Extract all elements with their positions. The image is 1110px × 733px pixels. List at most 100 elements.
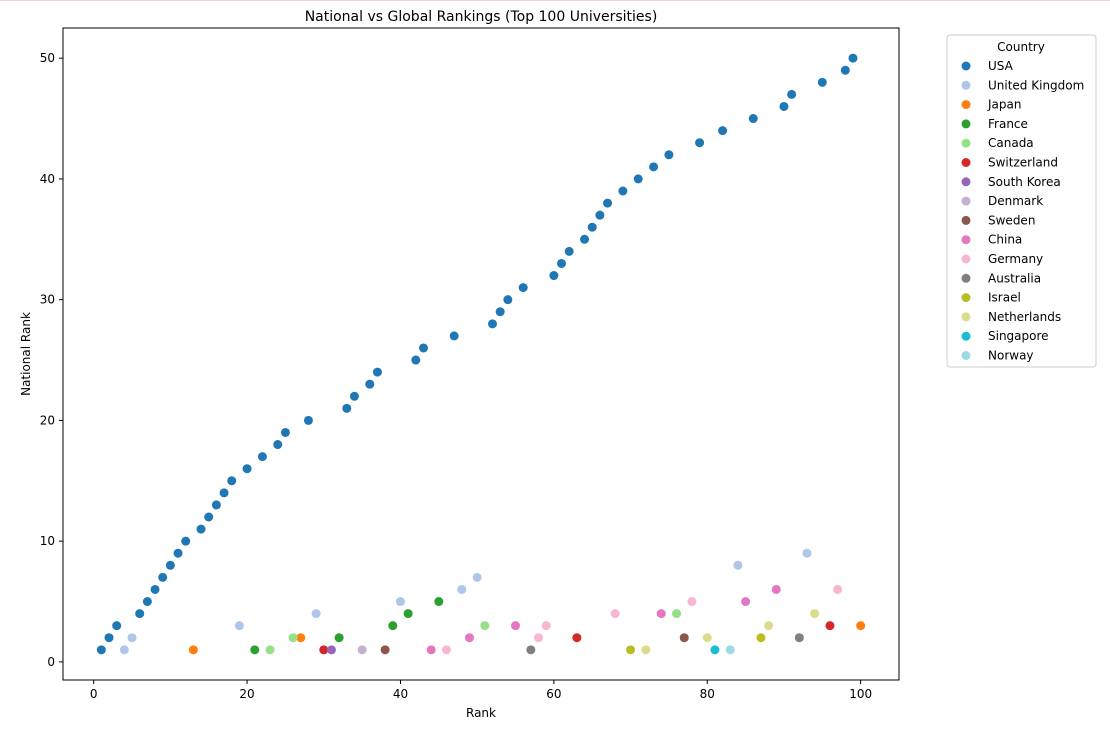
legend-entry: Denmark	[988, 194, 1043, 208]
legend-entry: Canada	[988, 136, 1034, 150]
data-point	[158, 572, 168, 582]
data-point	[664, 150, 674, 160]
legend-entry: Germany	[988, 252, 1043, 266]
x-tick-label: 40	[393, 687, 408, 701]
data-point	[234, 621, 244, 631]
data-point	[572, 633, 582, 643]
legend-entry: Netherlands	[988, 310, 1061, 324]
data-point	[319, 645, 329, 655]
data-point	[718, 126, 728, 136]
data-point	[181, 536, 191, 546]
data-point	[495, 307, 505, 317]
data-point	[365, 379, 375, 389]
y-tick-label: 50	[40, 51, 55, 65]
data-point	[150, 584, 160, 594]
chart-title: National vs Global Rankings (Top 100 Uni…	[305, 9, 658, 25]
legend-marker	[961, 215, 971, 225]
data-point	[672, 609, 682, 619]
legend-marker	[961, 61, 971, 71]
data-point	[119, 645, 129, 655]
data-point	[518, 283, 528, 293]
data-point	[165, 560, 175, 570]
data-point	[457, 584, 467, 594]
legend-box	[946, 34, 1097, 368]
data-point	[303, 415, 313, 425]
data-point	[250, 645, 260, 655]
data-point	[526, 645, 536, 655]
data-point	[104, 633, 114, 643]
data-point	[173, 548, 183, 558]
y-tick-label: 10	[40, 534, 55, 548]
data-point	[426, 645, 436, 655]
x-tick-label: 80	[700, 687, 715, 701]
data-point	[710, 645, 720, 655]
data-point	[833, 584, 843, 594]
data-point	[273, 440, 283, 450]
data-points	[96, 53, 866, 655]
legend-entry: Israel	[988, 291, 1021, 305]
legend-marker	[961, 138, 971, 148]
data-point	[741, 597, 751, 607]
data-point	[135, 609, 145, 619]
data-point	[280, 427, 290, 437]
legend-marker	[961, 312, 971, 322]
data-point	[656, 609, 666, 619]
legend-entry: South Korea	[988, 175, 1061, 189]
x-axis: 0 20 40 60 80 100	[90, 680, 872, 701]
data-point	[441, 645, 451, 655]
data-point	[725, 645, 735, 655]
legend-entry: Norway	[988, 349, 1034, 363]
data-point	[549, 271, 559, 281]
data-point	[227, 476, 237, 486]
data-point	[142, 597, 152, 607]
x-tick-label: 20	[239, 687, 254, 701]
data-point	[395, 597, 405, 607]
x-tick-label: 100	[849, 687, 872, 701]
legend-entry: USA	[988, 59, 1014, 73]
data-point	[702, 633, 712, 643]
legend-marker	[961, 80, 971, 90]
data-point	[511, 621, 521, 631]
data-point	[564, 246, 574, 256]
legend-marker	[961, 177, 971, 187]
data-point	[418, 343, 428, 353]
data-point	[472, 572, 482, 582]
data-point	[127, 633, 137, 643]
data-point	[449, 331, 459, 341]
y-tick-label: 40	[40, 172, 55, 186]
data-point	[503, 295, 513, 305]
data-point	[326, 645, 336, 655]
top-border	[0, 0, 1110, 1]
data-point	[388, 621, 398, 631]
data-point	[817, 77, 827, 87]
data-point	[541, 621, 551, 631]
data-point	[204, 512, 214, 522]
data-point	[825, 621, 835, 631]
data-point	[856, 621, 866, 631]
legend-entry: Japan	[987, 98, 1021, 112]
data-point	[794, 633, 804, 643]
data-point	[342, 403, 352, 413]
legend-marker	[961, 351, 971, 360]
data-point	[464, 633, 474, 643]
legend-marker	[961, 331, 971, 341]
data-point	[580, 234, 590, 244]
data-point	[679, 633, 689, 643]
data-point	[372, 367, 382, 377]
y-axis-label: National Rank	[19, 312, 33, 396]
data-point	[188, 645, 198, 655]
legend-marker	[961, 196, 971, 206]
data-point	[488, 319, 498, 329]
data-point	[618, 186, 628, 196]
legend-entry: France	[988, 117, 1028, 131]
data-point	[802, 548, 812, 558]
x-tick-label: 60	[546, 687, 561, 701]
data-point	[380, 645, 390, 655]
y-tick-label: 20	[40, 413, 55, 427]
data-point	[756, 633, 766, 643]
data-point	[610, 609, 620, 619]
data-point	[411, 355, 421, 365]
data-point	[296, 633, 306, 643]
legend-marker	[961, 273, 971, 283]
legend-entry: Switzerland	[988, 156, 1058, 170]
